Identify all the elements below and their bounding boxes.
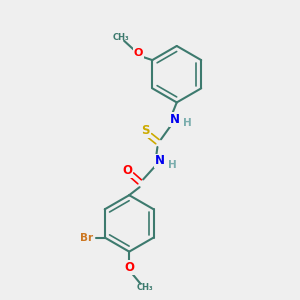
Text: O: O (122, 164, 132, 177)
Text: O: O (134, 48, 143, 58)
Text: Br: Br (80, 232, 93, 242)
Text: H: H (183, 118, 191, 128)
Text: H: H (168, 160, 177, 170)
Text: S: S (141, 124, 150, 137)
Text: CH₃: CH₃ (112, 33, 129, 42)
Text: N: N (154, 154, 164, 167)
Text: N: N (170, 113, 180, 126)
Text: CH₃: CH₃ (136, 283, 153, 292)
Text: O: O (124, 261, 134, 274)
